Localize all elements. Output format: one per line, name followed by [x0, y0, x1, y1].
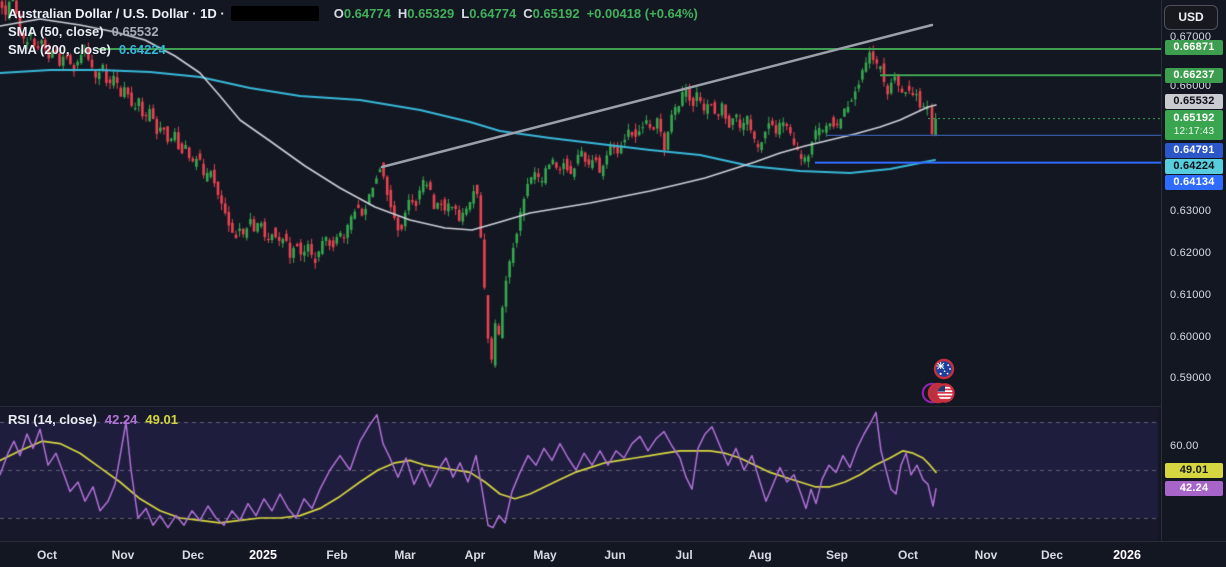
rsi-value: 42.24: [104, 412, 138, 427]
ohlc-low-value: 0.64774: [469, 6, 517, 21]
time-axis-label-oct: Oct: [897, 548, 919, 562]
sma50-price-label: 0.65532: [1165, 94, 1223, 109]
time-axis-label-sep: Sep: [825, 548, 849, 562]
time-axis-label-may: May: [533, 548, 557, 562]
price-axis-tick: 0.63000: [1170, 205, 1212, 217]
time-axis-label-apr: Apr: [464, 548, 486, 562]
rsi-label: RSI (14, close): [8, 412, 97, 427]
ohlc-high-value: 0.65329: [407, 6, 455, 21]
symbol-row[interactable]: Australian Dollar / U.S. Dollar · 1D · O0…: [8, 5, 698, 23]
sma200-price-label: 0.64224: [1165, 159, 1223, 174]
price-axis-tick: 0.62000: [1170, 247, 1212, 259]
time-axis-label-feb: Feb: [326, 548, 348, 562]
time-axis-label-nov: Nov: [974, 548, 998, 562]
ohlc-readout: O0.64774 H0.65329 L0.64774 C0.65192: [327, 6, 580, 21]
australia-flag-event-icon[interactable]: [933, 358, 955, 385]
price-label-66871: 0.66871: [1165, 40, 1223, 55]
change-value: +0.00418 (+0.64%): [586, 6, 698, 21]
price-axis[interactable]: 0.67000 0.66000 0.63000 0.62000 0.61000 0.600…: [1161, 0, 1226, 541]
price-axis-tick: 60.00: [1170, 440, 1199, 452]
pane-divider[interactable]: [0, 406, 1161, 407]
time-axis-label-dec: Dec: [181, 548, 205, 562]
time-axis-label-jul: Jul: [675, 548, 693, 562]
ohlc-low-label: L: [461, 6, 470, 21]
ohlc-open-value: 0.64774: [343, 6, 391, 21]
symbol-title: Australian Dollar / U.S. Dollar · 1D ·: [8, 6, 225, 21]
price-axis-tick: 0.59000: [1170, 372, 1212, 384]
redacted-exchange-box: [230, 6, 319, 21]
sma200-label: SMA (200, close): [8, 42, 111, 57]
time-axis-label-mar: Mar: [394, 548, 416, 562]
time-axis-label-nov: Nov: [111, 548, 135, 562]
current-price-label: 0.65192 12:17:43: [1165, 110, 1223, 140]
ohlc-high-label: H: [397, 6, 408, 21]
ohlc-close-label: C: [523, 6, 533, 21]
time-axis-label-aug: Aug: [748, 548, 772, 562]
rsi-ma-value: 49.01: [145, 412, 178, 427]
time-axis[interactable]: Oct Nov Dec 2025 Feb Mar Apr May Jun Jul Aug Sep Oct…: [0, 541, 1226, 567]
price-label-64134: 0.64134: [1165, 175, 1223, 190]
rsi-value-label: 42.24: [1165, 481, 1223, 496]
time-axis-label-dec: Dec: [1040, 548, 1064, 562]
price-label-64791: 0.64791: [1165, 143, 1223, 158]
price-axis-tick: 0.61000: [1170, 289, 1212, 301]
price-axis-tick: 0.60000: [1170, 331, 1212, 343]
sma200-value: 0.64224: [118, 42, 166, 57]
ohlc-close-value: 0.65192: [532, 6, 580, 21]
main-legend: Australian Dollar / U.S. Dollar · 1D · O0…: [8, 5, 698, 59]
rsi-ma-label: 49.01: [1165, 463, 1223, 478]
rsi-legend-row[interactable]: RSI (14, close) 42.24 49.01: [8, 412, 178, 427]
time-axis-label-2026: 2026: [1113, 548, 1141, 562]
time-axis-label-jun: Jun: [604, 548, 626, 562]
chart-canvas[interactable]: [0, 0, 1161, 541]
price-axis-tick: 0.66000: [1170, 80, 1212, 92]
sma50-value: 0.65532: [111, 24, 159, 39]
us-flag-event-icon[interactable]: [921, 381, 957, 410]
time-axis-label-oct: Oct: [36, 548, 58, 562]
sma200-legend-row[interactable]: SMA (200, close) 0.64224: [8, 41, 698, 59]
price-label-66237: 0.66237: [1165, 68, 1223, 83]
currency-toggle-button[interactable]: USD: [1164, 5, 1218, 30]
time-axis-label-2025: 2025: [249, 548, 277, 562]
ohlc-open-label: O: [333, 6, 344, 21]
sma50-label: SMA (50, close): [8, 24, 104, 39]
sma50-legend-row[interactable]: SMA (50, close) 0.65532: [8, 23, 698, 41]
